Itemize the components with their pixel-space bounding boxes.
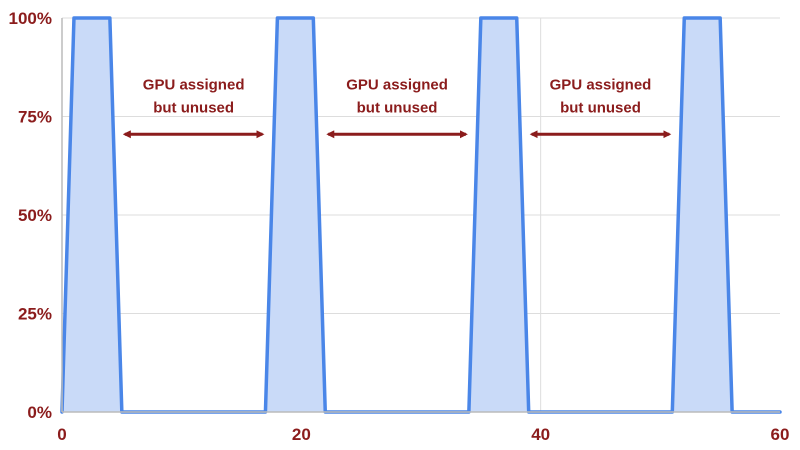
annotation-label-line2: but unused: [560, 99, 641, 116]
annotation-label-line1: GPU assigned: [550, 76, 652, 93]
x-tick-label: 40: [531, 425, 550, 444]
annotation-label-line2: but unused: [153, 99, 234, 116]
annotation-label-line2: but unused: [357, 99, 438, 116]
x-tick-label: 60: [771, 425, 790, 444]
series-fill: [62, 18, 780, 412]
y-tick-label: 100%: [9, 9, 52, 28]
y-tick-label: 0%: [27, 403, 52, 422]
x-tick-label: 0: [57, 425, 66, 444]
y-tick-label: 50%: [18, 206, 52, 225]
annotation-label-line1: GPU assigned: [346, 76, 448, 93]
axes: 0% 25% 50% 75% 100% 0 20 40 60: [9, 9, 790, 444]
annotations: GPU assigned but unused GPU assigned but un…: [122, 76, 672, 139]
x-tick-label: 20: [292, 425, 311, 444]
annotation-label-line1: GPU assigned: [143, 76, 245, 93]
y-tick-label: 25%: [18, 305, 52, 324]
y-tick-label: 75%: [18, 108, 52, 127]
